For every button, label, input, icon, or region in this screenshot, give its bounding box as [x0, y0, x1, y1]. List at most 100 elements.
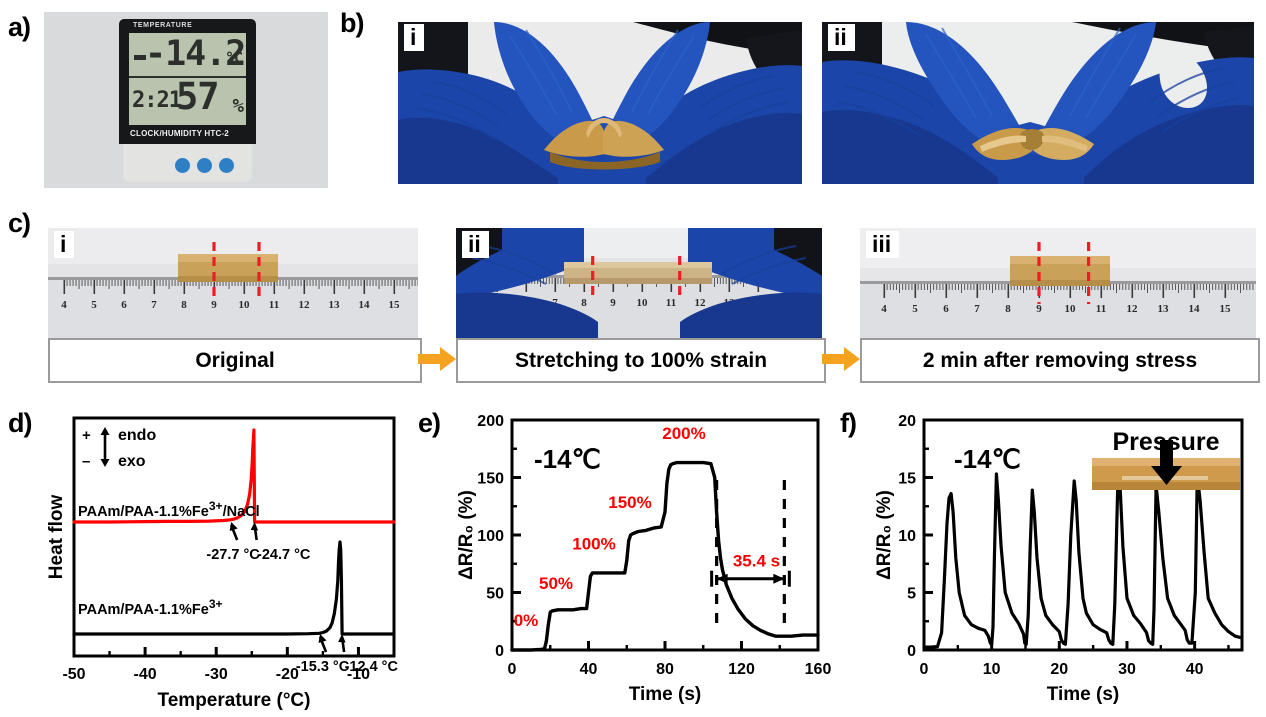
svg-text:15: 15	[1220, 303, 1232, 315]
panel-d-plot-dsc: -50 -40 -30 -20 -10 + endo – exo PAAm/PAA-1.1%Fe3…	[42, 412, 410, 712]
svg-text:0: 0	[495, 643, 504, 660]
svg-text:35.4 s: 35.4 s	[733, 552, 780, 571]
panel-c-i-caption: Original	[195, 348, 275, 372]
panel-c-iii-caption-box: 2 min after removing stress	[860, 338, 1260, 383]
svg-text:40: 40	[580, 661, 598, 678]
svg-text:30: 30	[1118, 661, 1136, 678]
panel-e-plot-strain-response: 0 40 80 120 160 0 50 100 150 200 -14℃ 0% 50% 100% 150%…	[452, 412, 834, 712]
svg-text:40: 40	[1186, 661, 1204, 678]
svg-text:-10: -10	[347, 666, 370, 683]
clock-value: 2:21	[132, 88, 182, 113]
svg-text:7: 7	[974, 303, 980, 315]
panel-c-iii-caption: 2 min after removing stress	[922, 348, 1198, 372]
temperature-minus-sign	[134, 55, 146, 60]
panel-c-ii-caption: Stretching to 100% strain	[514, 348, 768, 372]
svg-text:9: 9	[610, 297, 616, 309]
svg-text:7: 7	[151, 299, 157, 311]
svg-text:ΔR/R₀ (%): ΔR/R₀ (%)	[874, 490, 895, 580]
svg-text:12: 12	[1127, 303, 1139, 315]
panel-c-iii-photo-recovered: 4 5 6 7 8 9 10 11 12 13 14 15	[860, 228, 1256, 338]
svg-text:5: 5	[907, 586, 916, 603]
svg-text:-24.7 °C: -24.7 °C	[257, 547, 311, 563]
svg-text:50: 50	[486, 586, 504, 603]
panel-d-letter: d)	[8, 408, 33, 438]
svg-text:endo: endo	[118, 427, 156, 444]
svg-text:15: 15	[389, 299, 401, 311]
svg-text:50%: 50%	[539, 574, 573, 593]
svg-text:10: 10	[637, 297, 649, 309]
panel-c-i-label: i	[54, 231, 75, 259]
thermometer-button-clear[interactable]	[197, 158, 212, 173]
svg-text:80: 80	[656, 661, 674, 678]
svg-text:-15.3 °C: -15.3 °C	[296, 659, 350, 675]
svg-text:-12.4 °C: -12.4 °C	[345, 659, 399, 675]
panel-c-arrow-1	[418, 347, 456, 371]
svg-text:10: 10	[983, 661, 1001, 678]
panel-f-letter: f)	[840, 408, 857, 438]
thermometer-button-in-out[interactable]	[175, 158, 190, 173]
panel-b-i-photo-bending	[398, 22, 802, 184]
panel-c-arrow-2	[822, 347, 860, 371]
thermometer-button-unit[interactable]	[219, 158, 234, 173]
svg-text:0%: 0%	[514, 611, 539, 630]
svg-text:exo: exo	[118, 453, 146, 470]
panel-b-ii-label: ii	[828, 24, 855, 52]
svg-text:10: 10	[1065, 303, 1077, 315]
svg-text:-14℃: -14℃	[534, 444, 601, 474]
svg-text:5: 5	[912, 303, 918, 315]
svg-text:10: 10	[898, 528, 916, 545]
svg-text:5: 5	[91, 299, 97, 311]
temperature-unit: °C	[224, 49, 243, 67]
svg-text:8: 8	[1005, 303, 1011, 315]
svg-text:150: 150	[477, 471, 504, 488]
thermometer-top-label: TEMPERATURE	[133, 22, 193, 29]
panel-e-letter: e)	[418, 408, 441, 438]
panel-c-ii-label: ii	[462, 231, 489, 259]
svg-text:6: 6	[121, 299, 127, 311]
svg-text:-50: -50	[62, 666, 85, 683]
svg-text:200%: 200%	[662, 424, 705, 443]
svg-text:12: 12	[299, 299, 311, 311]
panel-c-iii-label: iii	[866, 231, 900, 259]
panel-c-ii-caption-box: Stretching to 100% strain	[456, 338, 826, 383]
svg-text:8: 8	[181, 299, 187, 311]
svg-text:ΔR/R₀ (%): ΔR/R₀ (%)	[456, 490, 477, 580]
svg-text:12: 12	[695, 297, 707, 309]
svg-text:8: 8	[581, 297, 587, 309]
svg-text:11: 11	[1096, 303, 1106, 315]
svg-text:–: –	[82, 453, 90, 470]
svg-text:20: 20	[898, 413, 916, 430]
panel-b-ii-photo-twisting	[822, 22, 1254, 184]
thermometer-device: TEMPERATURE -14.2 °C 2:21 57 % CLOCK/HUM…	[119, 19, 256, 184]
svg-text:11: 11	[269, 299, 279, 311]
svg-text:120: 120	[728, 661, 755, 678]
temperature-value: -14.2	[145, 34, 246, 74]
svg-text:11: 11	[666, 297, 676, 309]
svg-text:150%: 150%	[608, 493, 651, 512]
thermometer-bottom-label: CLOCK/HUMIDITY HTC-2	[130, 129, 229, 138]
svg-text:100%: 100%	[572, 535, 615, 554]
panel-c-letter: c)	[8, 208, 31, 238]
svg-text:-14℃: -14℃	[954, 444, 1021, 474]
svg-text:9: 9	[211, 299, 217, 311]
svg-text:200: 200	[477, 413, 504, 430]
svg-text:4: 4	[881, 303, 887, 315]
svg-text:Time (s): Time (s)	[1047, 684, 1120, 705]
svg-text:15: 15	[898, 471, 916, 488]
svg-text:-27.7 °C: -27.7 °C	[206, 547, 260, 563]
svg-text:-40: -40	[134, 666, 157, 683]
humidity-unit: %	[232, 95, 244, 117]
panel-b-letter: b)	[340, 8, 365, 38]
svg-text:9: 9	[1036, 303, 1042, 315]
svg-text:4: 4	[61, 299, 67, 311]
panel-c-i-caption-box: Original	[48, 338, 422, 383]
svg-text:13: 13	[329, 299, 341, 311]
panel-a-letter: a)	[8, 12, 31, 42]
svg-text:-20: -20	[276, 666, 299, 683]
svg-text:14: 14	[1189, 303, 1201, 315]
panel-b-i-label: i	[404, 24, 425, 52]
humidity-value: 57	[176, 75, 220, 118]
svg-text:-30: -30	[205, 666, 228, 683]
